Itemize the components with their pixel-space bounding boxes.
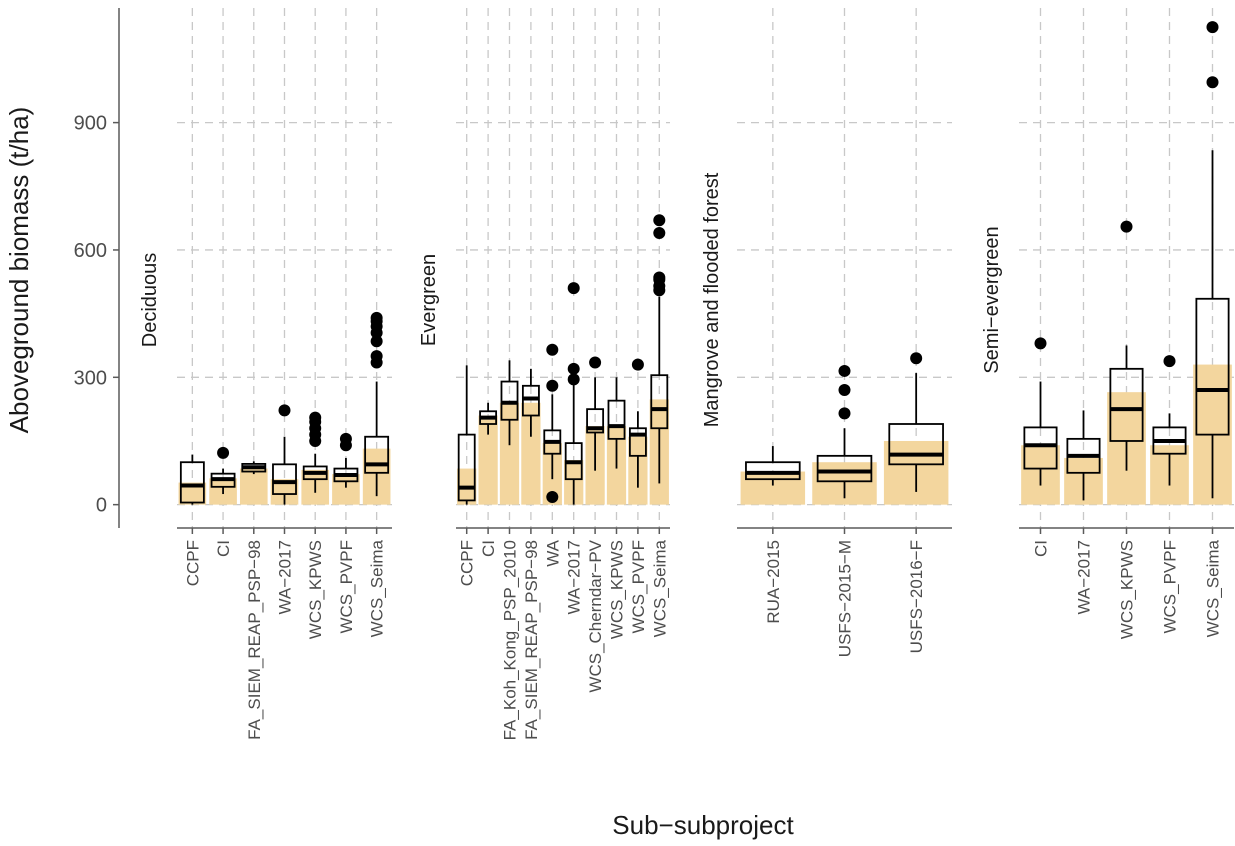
outlier-point (370, 335, 383, 348)
outlier-point (370, 311, 383, 324)
x-tick-label: WCS_PVPF (1161, 540, 1180, 634)
y-tick-label: 600 (74, 240, 107, 262)
x-tick-label: FA_SIEM_REAP_PSP−98 (522, 540, 541, 740)
outlier-point (631, 358, 644, 371)
outlier-point (567, 373, 580, 386)
x-tick-label: RUA−2015 (764, 540, 783, 624)
box (888, 423, 944, 466)
outlier-point (653, 214, 666, 227)
x-tick-label: WCS_Cherndar−PV (586, 539, 605, 692)
x-tick-label: FA_SIEM_REAP_PSP−98 (245, 540, 264, 740)
x-axis-title: Sub−subproject (612, 810, 794, 840)
panels: CCPF CI FA_SIEM_REAP_PSP−98 WA−2017 WCS_KPWS… (139, 8, 1234, 740)
outlier-point (838, 384, 851, 397)
x-tick-label: CI (1032, 540, 1051, 557)
outlier-point (1206, 21, 1219, 34)
mean-bar (332, 474, 360, 505)
x-tick-label: FA_Koh_Kong_PSP_2010 (501, 540, 520, 740)
outlier-point (278, 404, 291, 417)
x-tick-label: WCS_PVPF (337, 540, 356, 634)
x-tick-label: WA (543, 539, 562, 566)
y-tick-label: 0 (96, 495, 107, 517)
y-tick-label: 900 (74, 113, 107, 135)
x-tick-label: WCS_PVPF (629, 540, 648, 634)
y-tick-label: 300 (74, 367, 107, 389)
x-tick-label: WA−2017 (1075, 540, 1094, 615)
panel-1: CCPF CI FA_SIEM_REAP_PSP−98 WA−2017 WCS_KPWS… (139, 8, 392, 740)
x-tick-label: CI (214, 540, 233, 557)
panel-2: CCPF CI FA_Koh_Kong_PSP_2010 FA_SIEM_REAP_P… (418, 8, 670, 740)
y-axis: 0 300 600 900 (74, 8, 120, 528)
mean-bar (740, 471, 806, 505)
box (816, 454, 873, 483)
panel-title: Semi−evergreen (981, 226, 1003, 373)
x-tick-label: WCS_KPWS (306, 540, 325, 639)
panel-title: Evergreen (418, 254, 440, 346)
x-tick-label: WCS_Seima (650, 539, 669, 637)
mean-bar (478, 415, 498, 505)
outlier-point (653, 271, 666, 284)
x-tick-label: WCS_KPWS (1118, 540, 1137, 639)
outlier-point (309, 411, 322, 424)
mean-bar (499, 402, 520, 505)
box (586, 408, 605, 434)
x-tick-label: USFS−2016−F (907, 540, 926, 653)
outlier-point (567, 282, 580, 295)
panel-title: Mangrove and flooded forest (701, 172, 723, 427)
box (272, 463, 297, 495)
box (1109, 367, 1144, 442)
box (607, 399, 626, 440)
x-tick-label: CCPF (183, 540, 202, 586)
outlier-point (1206, 76, 1219, 89)
outlier-point (1034, 337, 1047, 350)
box (628, 427, 647, 457)
panel-3: RUA−2015 USFS−2015−M USFS−2016−F Mangrove a… (701, 8, 952, 657)
x-tick-label: WA−2017 (565, 540, 584, 615)
box (364, 435, 390, 474)
box (457, 433, 476, 502)
x-tick-label: CI (479, 540, 498, 557)
box (179, 461, 205, 504)
outlier-point (838, 364, 851, 377)
y-axis-title: Aboveground biomass (t/ha) (4, 107, 34, 434)
outlier-point (217, 446, 230, 459)
box (521, 384, 540, 417)
outlier-point (546, 343, 559, 356)
x-tick-label: WA−2017 (276, 540, 295, 615)
mean-bar (239, 468, 268, 505)
box (745, 461, 801, 481)
box (500, 380, 519, 421)
outlier-point (546, 379, 559, 392)
outlier-point (339, 432, 352, 445)
outlier-point (1120, 220, 1133, 233)
outlier-point (589, 356, 602, 369)
panel-4: CI WA−2017 WCS_KPWS WCS_PVPF WCS_Seima Semi−e… (981, 8, 1234, 639)
outlier-point (546, 491, 559, 504)
x-tick-label: USFS−2015−M (836, 540, 855, 657)
outlier-point (1163, 355, 1176, 368)
x-tick-label: WCS_Seima (368, 539, 387, 637)
outlier-point (910, 352, 923, 365)
x-tick-label: CCPF (458, 540, 477, 586)
outlier-point (838, 407, 851, 420)
mean-bar (521, 402, 541, 505)
panel-title: Deciduous (139, 253, 161, 348)
box (650, 374, 669, 430)
box (1195, 297, 1230, 436)
x-tick-label: WCS_Seima (1204, 539, 1223, 637)
mean-bar (178, 482, 207, 505)
outlier-point (653, 226, 666, 239)
outlier-point (370, 350, 383, 363)
outlier-point (567, 362, 580, 375)
x-tick-label: WCS_KPWS (608, 540, 627, 639)
box (1023, 426, 1058, 470)
